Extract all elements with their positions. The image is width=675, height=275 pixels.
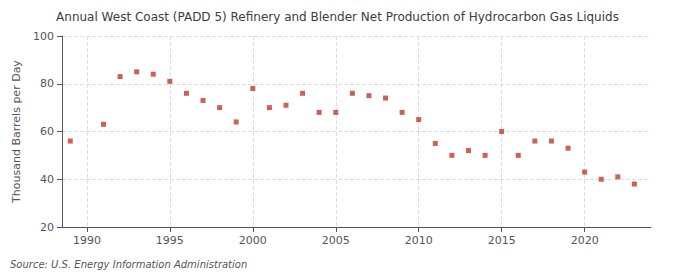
svg-text:Annual West Coast (PADD 5) Ref: Annual West Coast (PADD 5) Refinery and …	[56, 10, 619, 24]
svg-text:40: 40	[40, 173, 54, 186]
svg-text:20: 20	[40, 221, 54, 234]
svg-text:2005: 2005	[322, 234, 350, 247]
svg-text:1990: 1990	[73, 234, 101, 247]
svg-text:60: 60	[40, 125, 54, 138]
svg-text:100: 100	[33, 30, 54, 43]
svg-text:2015: 2015	[488, 234, 516, 247]
svg-text:80: 80	[40, 77, 54, 90]
svg-text:2010: 2010	[405, 234, 433, 247]
svg-text:2000: 2000	[239, 234, 267, 247]
svg-text:Thousand Barrels per Day: Thousand Barrels per Day	[10, 60, 23, 204]
svg-text:1995: 1995	[156, 234, 184, 247]
svg-text:2020: 2020	[571, 234, 599, 247]
svg-text:Source: U.S. Energy Informatio: Source: U.S. Energy Information Administ…	[10, 259, 247, 270]
